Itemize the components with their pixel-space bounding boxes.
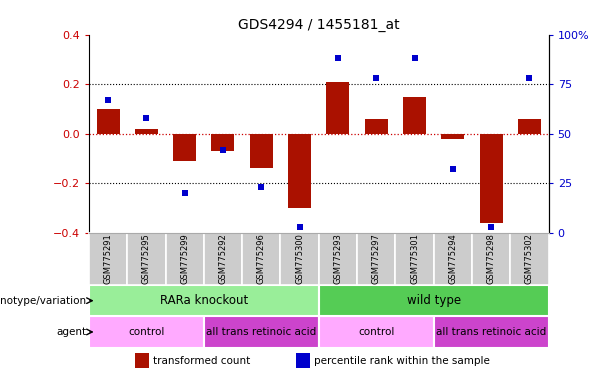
Point: [256, 184, 266, 190]
Text: GSM775301: GSM775301: [410, 233, 419, 285]
Bar: [211, 134, 235, 151]
Text: control: control: [128, 327, 164, 337]
Text: GSM775293: GSM775293: [333, 233, 343, 285]
Text: GSM775298: GSM775298: [487, 233, 496, 285]
Bar: [395, 233, 434, 285]
Bar: [510, 233, 549, 285]
Point: [486, 224, 496, 230]
Bar: [319, 316, 434, 348]
Bar: [135, 129, 158, 134]
Bar: [518, 119, 541, 134]
Point: [142, 115, 151, 121]
Bar: [288, 134, 311, 208]
Text: genotype/variation: genotype/variation: [0, 296, 86, 306]
Text: control: control: [358, 327, 394, 337]
Text: GSM775299: GSM775299: [180, 233, 189, 284]
Text: GSM775297: GSM775297: [371, 233, 381, 285]
Bar: [403, 96, 426, 134]
Bar: [204, 233, 242, 285]
Bar: [89, 285, 319, 316]
Bar: [89, 316, 204, 348]
Point: [525, 75, 535, 81]
Text: GSM775294: GSM775294: [448, 233, 457, 284]
Bar: [472, 233, 510, 285]
Bar: [319, 285, 549, 316]
Text: GSM775296: GSM775296: [257, 233, 266, 285]
Point: [295, 224, 305, 230]
Point: [371, 75, 381, 81]
Text: transformed count: transformed count: [153, 356, 251, 366]
Bar: [296, 353, 310, 368]
Bar: [441, 134, 465, 139]
Bar: [357, 233, 395, 285]
Text: RARa knockout: RARa knockout: [160, 294, 248, 307]
Bar: [365, 119, 388, 134]
Bar: [281, 233, 319, 285]
Bar: [89, 233, 128, 285]
Bar: [135, 353, 148, 368]
Point: [409, 55, 419, 61]
Text: percentile rank within the sample: percentile rank within the sample: [314, 356, 490, 366]
Text: GSM775300: GSM775300: [295, 233, 304, 285]
Text: GSM775302: GSM775302: [525, 233, 534, 285]
Text: all trans retinoic acid: all trans retinoic acid: [206, 327, 316, 337]
Bar: [479, 134, 503, 223]
Bar: [250, 134, 273, 169]
Bar: [173, 134, 196, 161]
Bar: [434, 316, 549, 348]
Title: GDS4294 / 1455181_at: GDS4294 / 1455181_at: [238, 18, 400, 32]
Point: [180, 190, 189, 196]
Text: agent: agent: [56, 327, 86, 337]
Point: [218, 146, 228, 152]
Bar: [204, 316, 319, 348]
Text: wild type: wild type: [406, 294, 461, 307]
Bar: [319, 233, 357, 285]
Text: all trans retinoic acid: all trans retinoic acid: [436, 327, 546, 337]
Text: GSM775295: GSM775295: [142, 233, 151, 284]
Bar: [128, 233, 166, 285]
Point: [448, 166, 458, 172]
Text: GSM775292: GSM775292: [218, 233, 227, 284]
Bar: [242, 233, 281, 285]
Bar: [327, 82, 349, 134]
Point: [333, 55, 343, 61]
Text: GSM775291: GSM775291: [104, 233, 113, 284]
Bar: [166, 233, 204, 285]
Bar: [96, 109, 120, 134]
Bar: [434, 233, 472, 285]
Point: [103, 97, 113, 103]
